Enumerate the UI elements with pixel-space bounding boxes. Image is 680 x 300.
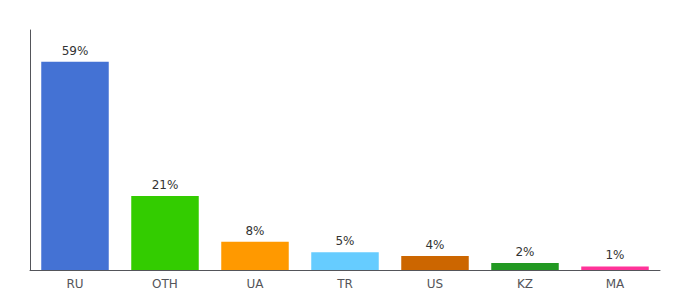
- svg-text:KZ: KZ: [517, 277, 533, 291]
- svg-text:8%: 8%: [245, 224, 264, 238]
- svg-text:TR: TR: [336, 277, 353, 291]
- svg-text:4%: 4%: [425, 238, 444, 252]
- svg-text:MA: MA: [606, 277, 625, 291]
- svg-text:59%: 59%: [62, 44, 89, 58]
- svg-text:RU: RU: [66, 277, 83, 291]
- svg-text:21%: 21%: [152, 178, 179, 192]
- svg-text:OTH: OTH: [152, 277, 178, 291]
- svg-text:5%: 5%: [335, 234, 354, 248]
- svg-text:1%: 1%: [605, 248, 624, 262]
- svg-text:UA: UA: [247, 277, 265, 291]
- svg-text:2%: 2%: [515, 245, 534, 259]
- svg-text:US: US: [427, 277, 443, 291]
